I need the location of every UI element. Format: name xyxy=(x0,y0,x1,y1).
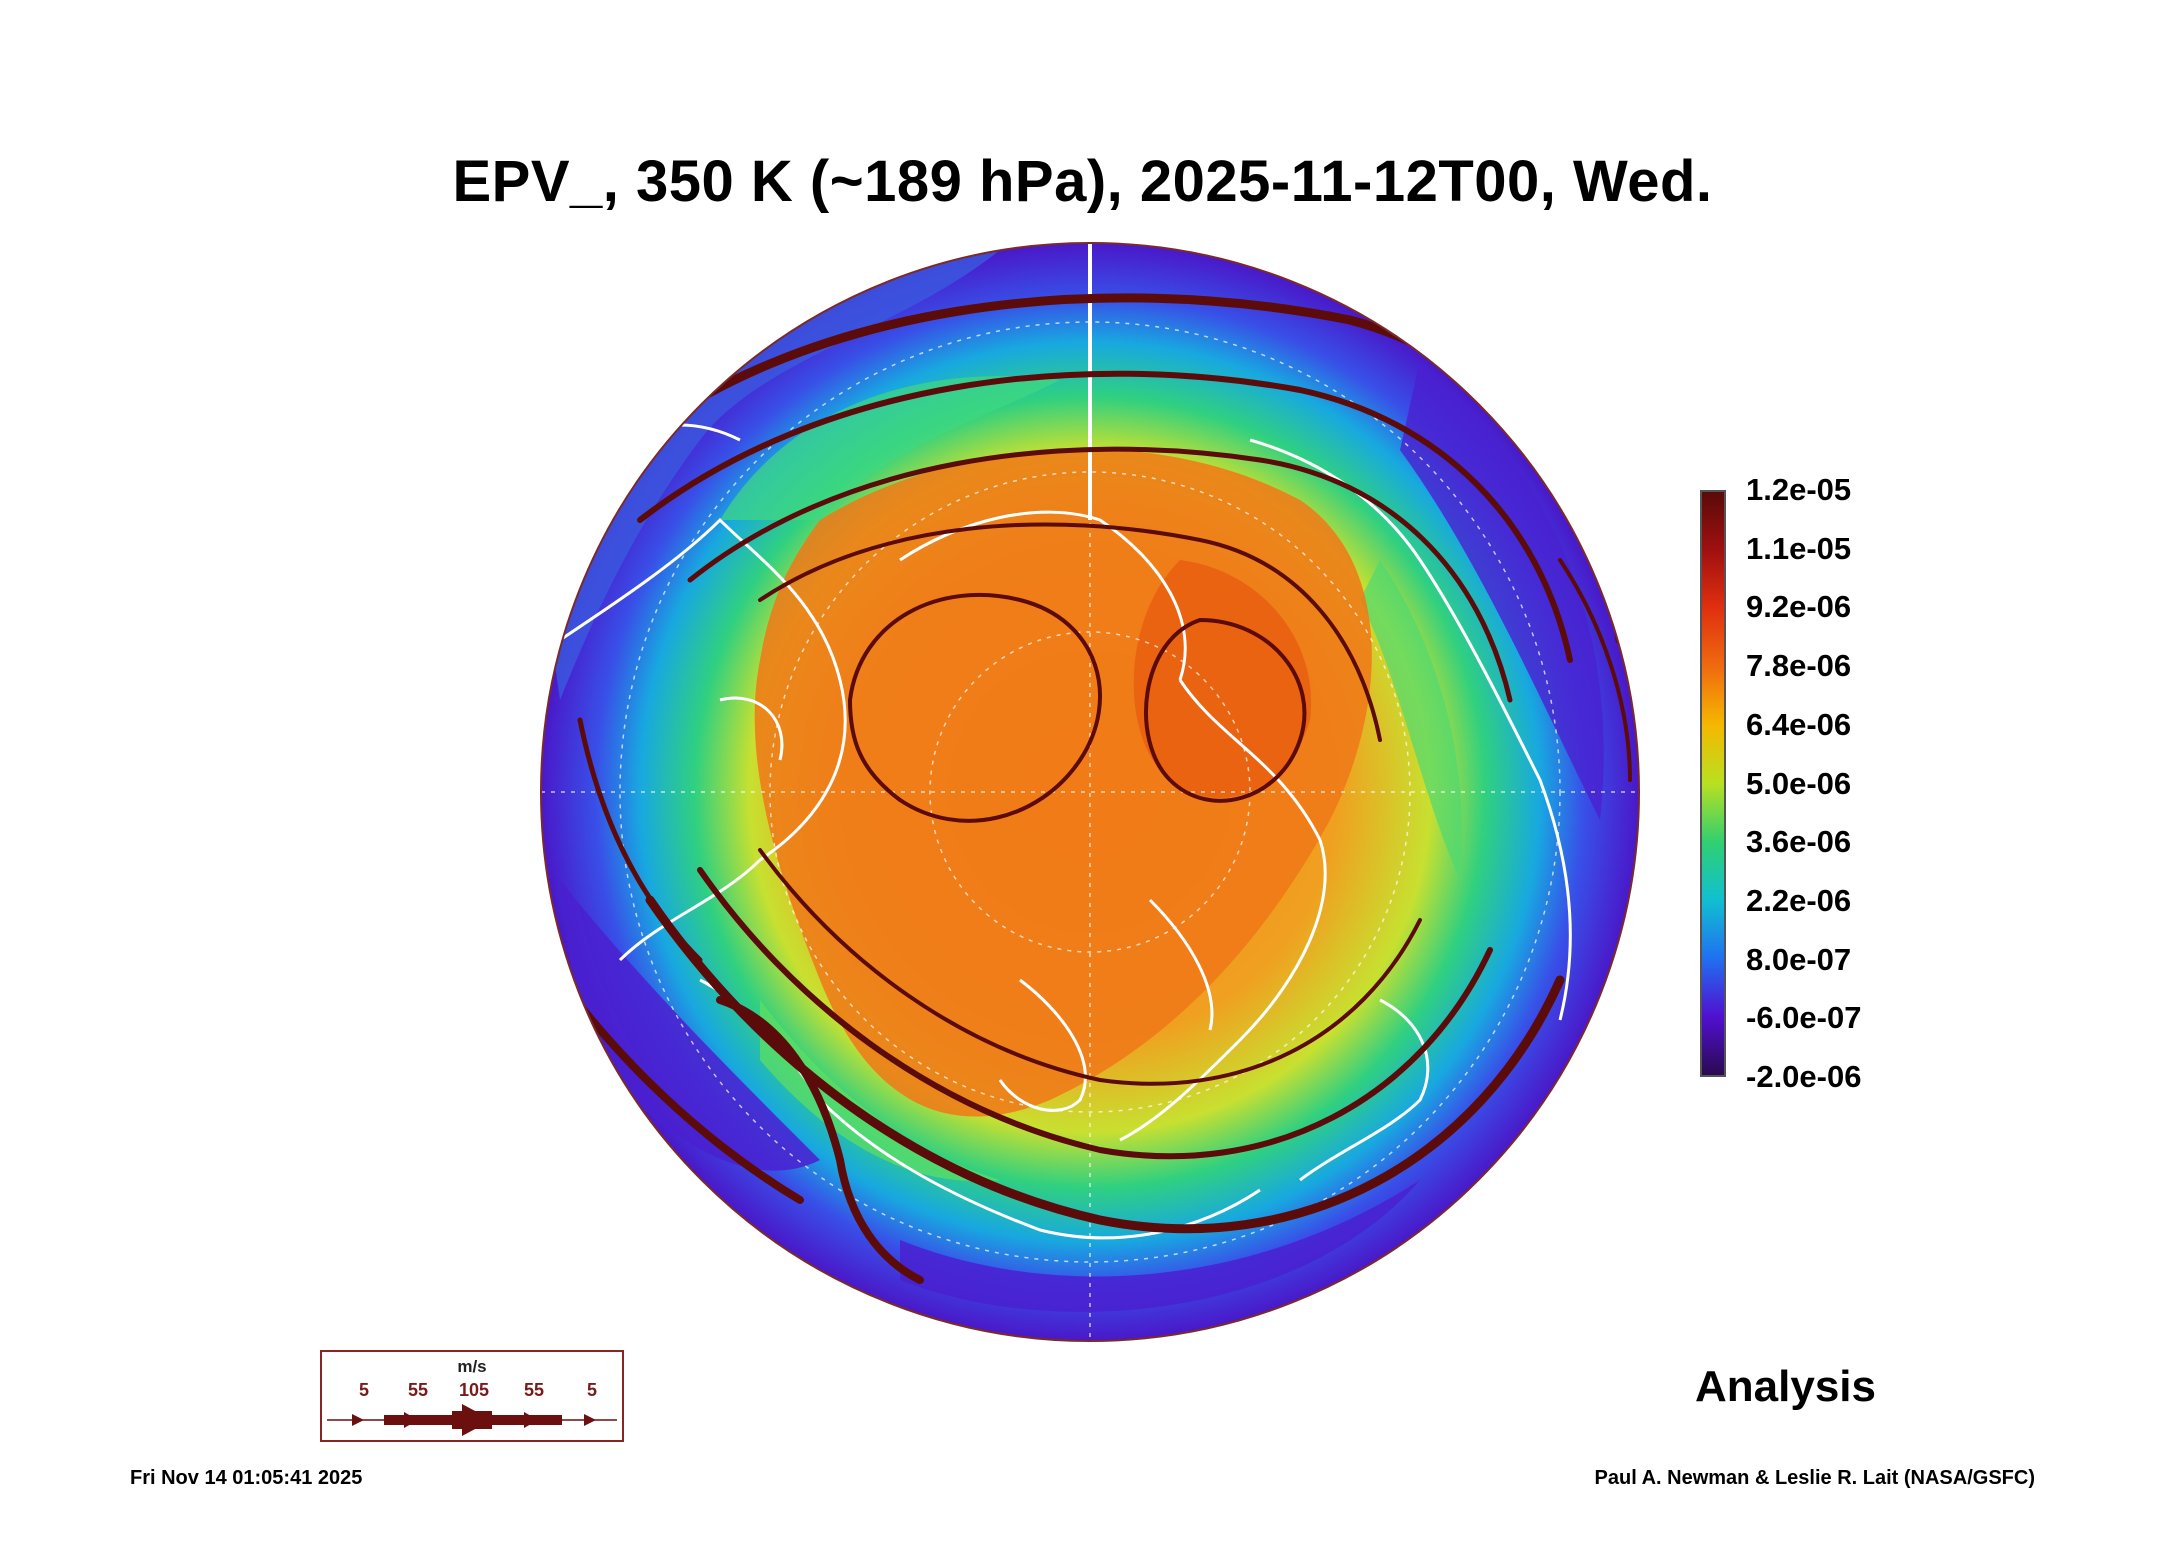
analysis-label: Analysis xyxy=(1695,1362,1876,1411)
wind-legend-speed: 55 xyxy=(523,1380,545,1400)
colorbar-tick-label: 3.6e-06 xyxy=(1746,824,1852,860)
colorbar-tick-label: 7.8e-06 xyxy=(1746,648,1852,684)
colorbar-tick-label: 1.2e-05 xyxy=(1746,472,1852,507)
colorbar-tick-label: -2.0e-06 xyxy=(1746,1059,1862,1094)
epv-field xyxy=(541,243,1639,1341)
wind-legend-speed: 55 xyxy=(407,1380,429,1400)
colorbar-tick-label: 1.1e-05 xyxy=(1746,530,1852,566)
colorbar-tick-label: 8.0e-07 xyxy=(1746,941,1852,977)
timestamp: Fri Nov 14 01:05:41 2025 xyxy=(130,1467,363,1489)
colorbar-tick-label: 2.2e-06 xyxy=(1746,882,1852,918)
colorbar-gradient xyxy=(1700,490,1726,1077)
colorbar-tick-label: 5.0e-06 xyxy=(1746,765,1852,801)
plot-title: EPV_, 350 K (~189 hPa), 2025-11-12T00, W… xyxy=(452,149,1713,214)
colorbar-tick-label: 9.2e-06 xyxy=(1746,589,1852,625)
colorbar: 1.2e-05 1.1e-05 9.2e-06 7.8e-06 6.4e-06 5.0e-… xyxy=(1700,472,2020,1094)
wind-legend-speed: 5 xyxy=(358,1380,370,1400)
wind-legend-unit: m/s xyxy=(457,1357,487,1376)
wind-legend-speed: 105 xyxy=(458,1380,490,1400)
colorbar-tick-label: -6.0e-07 xyxy=(1746,1000,1862,1036)
wind-streamlines xyxy=(556,293,1632,1284)
credit: Paul A. Newman & Leslie R. Lait (NASA/GS… xyxy=(1594,1467,2035,1489)
wind-legend-speed: 5 xyxy=(586,1380,598,1400)
wind-legend-arrows xyxy=(327,1404,617,1436)
wind-speed-legend: m/s 5 55 105 55 5 xyxy=(320,1350,624,1442)
colorbar-tick-label: 6.4e-06 xyxy=(1746,706,1852,742)
